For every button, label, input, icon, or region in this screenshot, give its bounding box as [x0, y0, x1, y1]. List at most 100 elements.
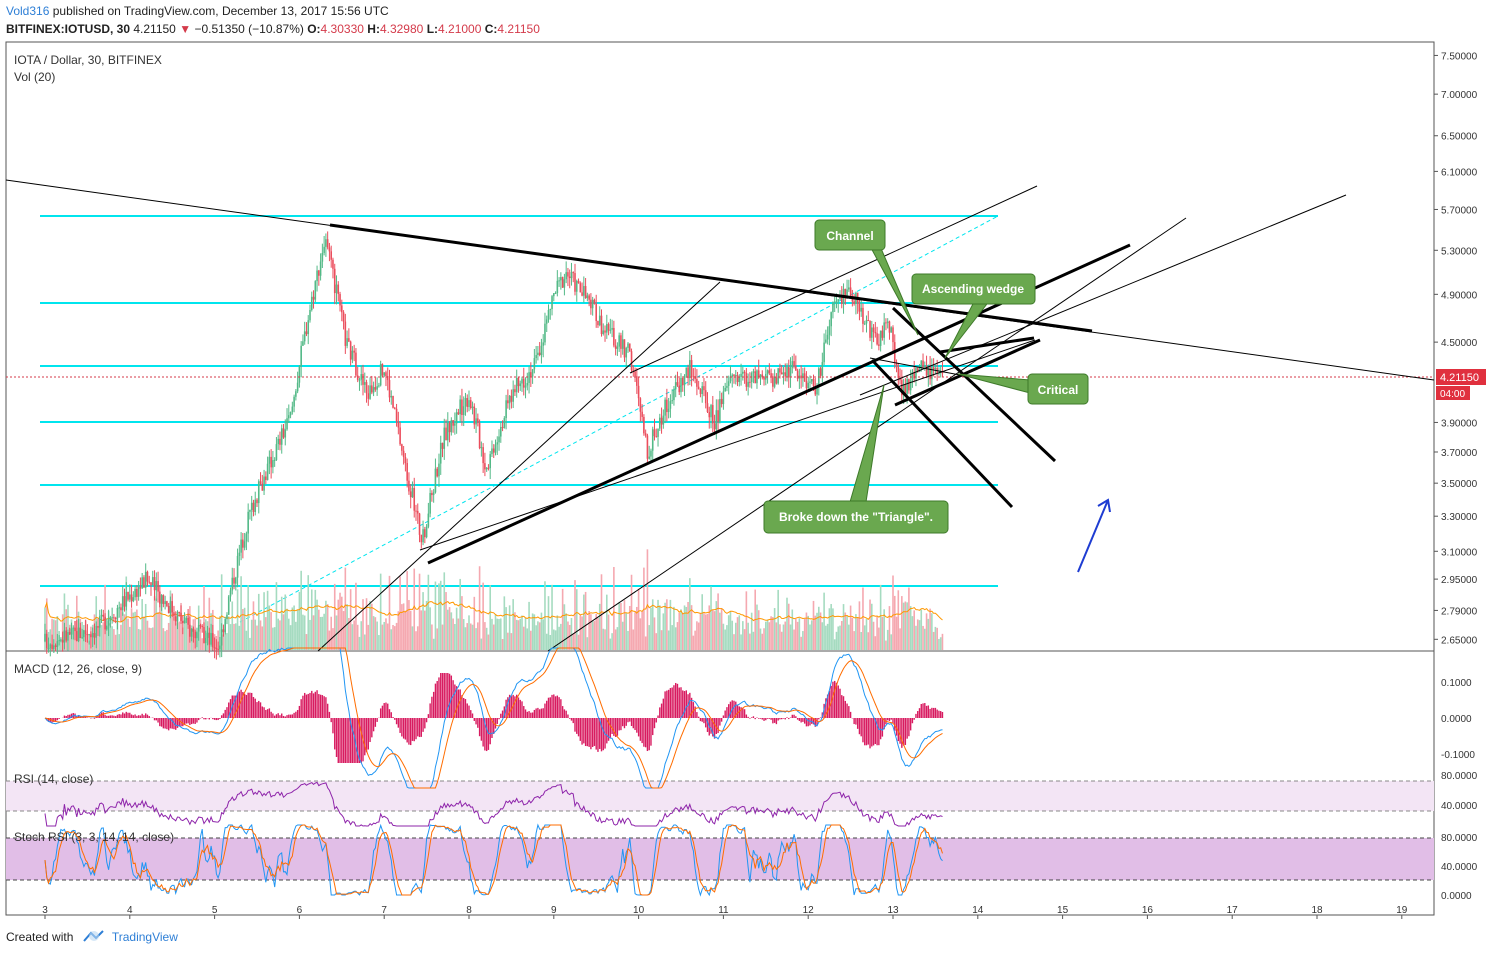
callout-wedge[interactable]: Ascending wedge	[911, 273, 1036, 359]
macd-axis[interactable]: 0.10000.0000-0.1000	[1441, 678, 1475, 761]
candle	[881, 325, 884, 341]
macd-hist-bar	[298, 705, 301, 718]
candle	[696, 369, 698, 396]
macd-hist-bar	[904, 718, 907, 745]
candle	[275, 437, 278, 461]
volume-bar	[586, 637, 589, 650]
macd-hist-bar	[279, 715, 281, 718]
volume-bar	[182, 627, 184, 650]
candle	[441, 442, 444, 458]
candle	[250, 495, 253, 521]
candle	[890, 326, 893, 333]
macd-hist-bar	[913, 718, 915, 720]
macd-hist-bar	[501, 710, 504, 718]
volume-bar	[164, 631, 166, 650]
candle	[773, 369, 776, 389]
macd-hist-bar	[326, 703, 329, 718]
volume-bar	[130, 608, 133, 650]
volume-bar	[424, 610, 426, 650]
volume-bar	[512, 599, 514, 650]
candle	[445, 419, 447, 441]
triangle-upper-line[interactable]	[329, 223, 1093, 333]
callout-channel[interactable]: Channel	[814, 219, 919, 336]
macd-hist-bar	[374, 718, 377, 727]
macd-hist-bar	[701, 718, 703, 722]
trend-line[interactable]	[629, 185, 1038, 374]
macd-hist-bar	[77, 714, 80, 718]
macd-hist-bar	[752, 716, 755, 718]
volume-bar	[886, 629, 889, 650]
volume-bar	[51, 618, 53, 650]
macd-hist-bar	[187, 718, 189, 724]
volume-bar	[551, 584, 553, 650]
macd-hist-bar	[546, 700, 548, 718]
candle	[678, 377, 681, 396]
macd-hist-bar	[432, 691, 435, 718]
candle	[47, 637, 50, 653]
volume-bar	[235, 623, 237, 650]
candle	[600, 309, 603, 337]
time-axis[interactable]: 3 4 5 6 7 8 9 10 11 12 13 14 15 16 17 18 19	[42, 905, 1408, 919]
volume-bar	[53, 619, 55, 650]
macd-hist-bar	[321, 695, 324, 718]
volume-bar	[879, 584, 882, 650]
dashed-trend-line[interactable]	[239, 215, 999, 623]
trend-line[interactable]	[869, 357, 961, 376]
macd-hist-bar	[266, 709, 269, 718]
volume-bar	[704, 614, 707, 650]
wedge-lower-line[interactable]	[894, 338, 1041, 407]
trend-line[interactable]	[419, 339, 1036, 551]
time-tick: 15	[1057, 905, 1069, 916]
candle	[666, 388, 668, 422]
candle	[609, 318, 612, 334]
volume-bar	[770, 616, 772, 650]
candle	[703, 377, 705, 397]
macd-hist-bar	[473, 718, 475, 721]
macd-hist-bar	[235, 695, 237, 718]
candle	[356, 366, 359, 383]
macd-hist-bar	[697, 716, 700, 718]
price-axis[interactable]: 7.500007.000006.500006.100005.700005.300…	[1434, 51, 1478, 646]
volume-bar	[692, 635, 695, 650]
macd-hist-bar	[516, 694, 518, 718]
callout-critical[interactable]: Critical	[957, 373, 1089, 405]
candle	[793, 353, 795, 369]
candle	[480, 441, 483, 457]
candle	[312, 290, 315, 309]
channel-line[interactable]	[891, 306, 1057, 463]
candle	[252, 499, 255, 517]
channel-line[interactable]	[870, 358, 1014, 509]
candle	[381, 363, 384, 377]
candle	[153, 570, 156, 601]
volume-bar	[872, 621, 875, 650]
macd-hist-bar	[726, 707, 728, 718]
trend-line[interactable]	[317, 281, 721, 652]
author-link[interactable]: Vold316	[6, 4, 50, 18]
chart-canvas[interactable]: Channel Ascending wedge Critical Broke d…	[0, 40, 1493, 926]
volume-bar	[171, 609, 173, 650]
macd-hist-bar	[434, 683, 437, 718]
candle	[860, 297, 862, 317]
volume-bar	[874, 636, 877, 650]
trend-line[interactable]	[547, 217, 1187, 652]
tradingview-link[interactable]: TradingView	[111, 930, 178, 944]
macd-hist-bar	[215, 718, 218, 721]
arrow-icon[interactable]	[1077, 498, 1111, 573]
candle	[911, 369, 914, 388]
macd-hist-bar	[445, 673, 447, 718]
volume-bar	[307, 575, 310, 650]
callout-broke[interactable]: Broke down the "Triangle".	[763, 384, 949, 534]
trend-line[interactable]	[859, 194, 1347, 396]
macd-hist-bar	[300, 699, 302, 718]
macd-hist-bar	[551, 694, 553, 718]
volume-bar	[381, 624, 384, 650]
candle	[427, 502, 430, 529]
candle	[869, 320, 871, 342]
candle	[865, 315, 868, 333]
wedge-upper-line[interactable]	[939, 336, 1035, 354]
macd-hist-bar	[97, 716, 99, 718]
candle	[424, 526, 426, 544]
candle	[547, 304, 550, 323]
